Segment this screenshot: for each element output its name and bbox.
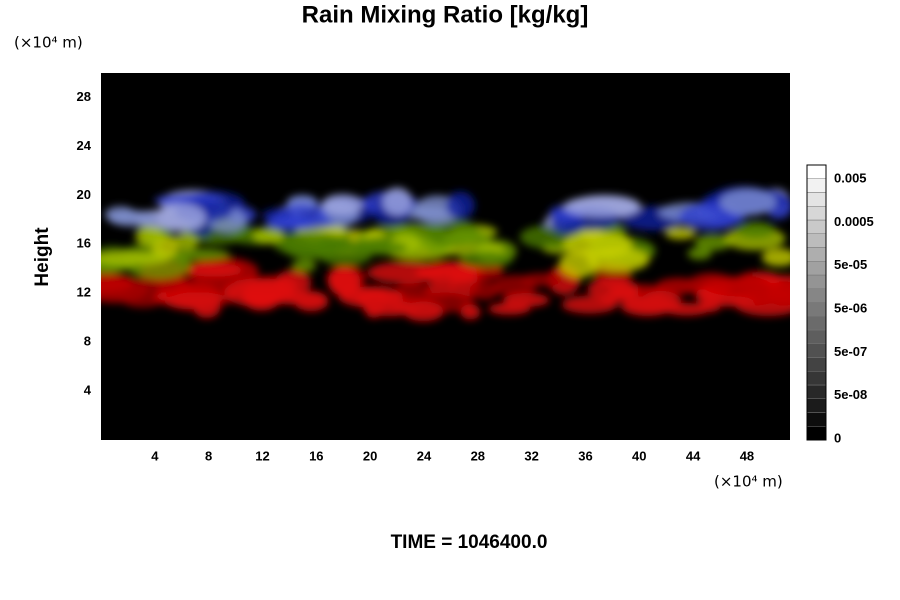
cloud-blob [291, 259, 317, 273]
x-tick-label: 16 [309, 448, 323, 463]
cloud-blob [156, 203, 206, 233]
y-tick-label: 16 [77, 236, 91, 251]
cloud-blob [362, 299, 416, 317]
cloud-blob [761, 248, 790, 267]
y-tick-label: 20 [77, 187, 91, 202]
x-tick-label: 20 [363, 448, 377, 463]
y-tick-label: 4 [84, 383, 92, 398]
colorbar-label: 0.0005 [834, 214, 874, 229]
cloud-blob [433, 263, 478, 279]
cloud-blob [171, 233, 199, 251]
cloud-blob [104, 206, 136, 223]
x-tick-label: 40 [632, 448, 646, 463]
cloud-blob [563, 231, 633, 257]
cloud-blob [445, 191, 475, 220]
x-tick-label: 8 [205, 448, 212, 463]
cloud-blob [735, 221, 776, 239]
colorbar-label: 5e-07 [834, 344, 867, 359]
colorbar-step [806, 302, 827, 317]
x-unit: (×10⁴ m) [714, 473, 783, 491]
colorbar-step [806, 329, 827, 344]
y-tick-label: 8 [84, 334, 91, 349]
y-tick-label: 28 [77, 89, 91, 104]
cloud-blob [687, 247, 712, 260]
colorbar-step [806, 288, 827, 303]
x-tick-label: 24 [417, 448, 432, 463]
cloud-blob [459, 250, 513, 268]
colorbar-step [806, 384, 827, 399]
cloud-blob [460, 304, 481, 320]
colorbar-label: 5e-08 [834, 387, 867, 402]
colorbar-step [806, 398, 827, 413]
colorbar-step [806, 343, 827, 358]
colorbar-step [806, 412, 827, 427]
y-tick-label: 12 [77, 285, 91, 300]
volume-render [101, 186, 790, 322]
y-unit: (×10⁴ m) [14, 34, 83, 52]
cloud-blob [327, 267, 361, 296]
x-tick-label: 36 [578, 448, 592, 463]
colorbar-label: 5e-05 [834, 257, 867, 272]
cloud-blob [694, 234, 732, 251]
colorbar-step [806, 316, 827, 331]
colorbar-frame [806, 164, 827, 441]
colorbar-step [806, 247, 827, 262]
cloud-blob [562, 196, 639, 217]
colorbar-step [806, 178, 827, 193]
cloud-blob [224, 278, 295, 308]
x-tick-label: 48 [740, 448, 754, 463]
colorbar-step [806, 219, 827, 234]
x-tick-label: 4 [151, 448, 159, 463]
colorbar-step [806, 192, 827, 207]
footer: TIME = 1046400.0 [391, 532, 548, 553]
colorbar-step [806, 426, 827, 441]
cloud-blob [703, 276, 773, 297]
y-axis-label: Height [32, 227, 53, 287]
colorbar-label: 0 [834, 430, 841, 445]
cloud-blob [321, 194, 363, 216]
colorbar-step [806, 274, 827, 289]
x-tick-label: 28 [471, 448, 485, 463]
cloud-blob [599, 293, 621, 306]
colorbar-step [806, 164, 827, 179]
cloud-blob [264, 215, 312, 231]
cloud-blob [664, 227, 696, 240]
cloud-blob [492, 274, 537, 297]
cloud-blob [287, 295, 326, 306]
cloud-blob [487, 302, 531, 315]
cloud-blob [719, 188, 777, 216]
colorbar-step [806, 357, 827, 372]
colorbar-label: 5e-06 [834, 300, 867, 315]
cloud-blob [135, 224, 165, 248]
colorbar-step [806, 206, 827, 221]
x-tick-label: 44 [686, 448, 701, 463]
y-tick-label: 24 [77, 138, 92, 153]
cloud-blob [402, 301, 444, 322]
colorbar-step [806, 261, 827, 276]
cloud-blob [318, 240, 373, 267]
chart-title: Rain Mixing Ratio [kg/kg] [302, 1, 589, 28]
colorbar: 0 5e-08 5e-07 5e-06 5e-05 0.0005 0.005 [806, 164, 874, 445]
colorbar-step [806, 233, 827, 248]
cloud-blob [367, 261, 442, 284]
cloud-blob [442, 232, 492, 246]
x-tick-label: 32 [524, 448, 538, 463]
cloud-blob [587, 277, 639, 301]
cloud-blob [702, 295, 756, 307]
colorbar-label: 0.005 [834, 170, 867, 185]
cloud-blob [640, 290, 682, 313]
cloud-blob [170, 291, 225, 305]
cloud-blob [252, 228, 284, 244]
cloud-blob [382, 187, 412, 216]
cloud-blob [469, 280, 500, 300]
cloud-blob [101, 251, 169, 266]
colorbar-step [806, 371, 827, 386]
x-tick-label: 12 [255, 448, 269, 463]
cloud-blob [118, 285, 167, 308]
cloud-blob [186, 263, 243, 277]
